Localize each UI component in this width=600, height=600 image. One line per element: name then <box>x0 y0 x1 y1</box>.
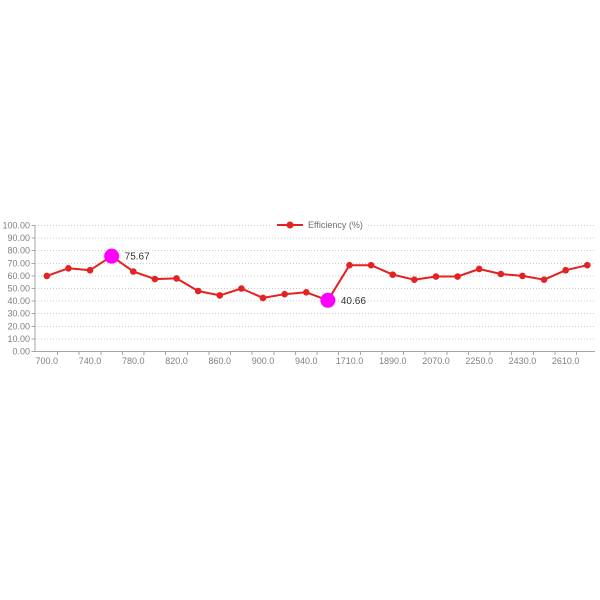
y-axis-label: 20.00 <box>7 321 30 331</box>
highlight-point[interactable] <box>320 292 336 308</box>
point-value-label: 40.66 <box>341 296 366 307</box>
highlight-point[interactable] <box>104 248 120 264</box>
x-axis-label: 2430.0 <box>509 356 537 366</box>
x-axis-label: 2250.0 <box>465 356 493 366</box>
data-point[interactable] <box>238 285 245 292</box>
data-point[interactable] <box>129 268 137 275</box>
x-axis-label: 940.0 <box>295 356 318 366</box>
y-axis-label: 90.00 <box>7 233 30 243</box>
x-axis-label: 860.0 <box>208 356 231 366</box>
data-point[interactable] <box>454 273 461 280</box>
data-point[interactable] <box>475 265 483 273</box>
x-axis-label: 820.0 <box>165 356 188 366</box>
y-axis-label: 70.00 <box>7 258 30 268</box>
data-point[interactable] <box>259 294 267 302</box>
y-axis-label: 50.00 <box>7 284 30 294</box>
y-axis-label: 0.00 <box>12 347 30 357</box>
data-point[interactable] <box>584 261 591 269</box>
data-point[interactable] <box>432 273 440 280</box>
point-value-label: 75.67 <box>125 252 150 263</box>
y-axis-label: 40.00 <box>7 296 30 306</box>
y-axis-label: 60.00 <box>7 271 30 281</box>
x-axis-label: 2070.0 <box>422 356 450 366</box>
data-point[interactable] <box>389 271 397 278</box>
data-point[interactable] <box>173 275 180 282</box>
series-line <box>45 255 589 302</box>
y-axis-label: 10.00 <box>7 334 30 344</box>
data-point[interactable] <box>65 265 72 272</box>
data-point[interactable] <box>519 272 526 280</box>
data-point[interactable] <box>346 261 353 269</box>
x-axis-label: 700.0 <box>36 356 59 366</box>
data-point[interactable] <box>194 287 202 295</box>
data-point[interactable] <box>302 288 310 296</box>
y-axis-label: 30.00 <box>7 309 30 319</box>
y-axis-label: 100.00 <box>2 221 30 231</box>
x-axis-label: 2610.0 <box>552 356 580 366</box>
x-axis-label: 780.0 <box>122 356 145 366</box>
data-point[interactable] <box>497 270 505 278</box>
legend-line-marker-icon <box>277 224 303 226</box>
x-axis-label: 1890.0 <box>379 356 407 366</box>
data-point[interactable] <box>411 276 418 283</box>
data-point[interactable] <box>367 261 375 269</box>
legend[interactable]: Efficiency (%) <box>272 218 368 232</box>
legend-label: Efficiency (%) <box>308 220 363 230</box>
data-point[interactable] <box>216 292 224 299</box>
data-point[interactable] <box>151 275 159 283</box>
x-axis-label: 740.0 <box>79 356 102 366</box>
y-axis-label: 80.00 <box>7 246 30 256</box>
x-axis-label: 900.0 <box>252 356 275 366</box>
data-point[interactable] <box>86 266 94 274</box>
data-point[interactable] <box>281 290 288 298</box>
data-point[interactable] <box>43 272 51 280</box>
data-point[interactable] <box>540 276 548 283</box>
x-axis-label: 1710.0 <box>336 356 364 366</box>
data-point[interactable] <box>562 266 569 274</box>
